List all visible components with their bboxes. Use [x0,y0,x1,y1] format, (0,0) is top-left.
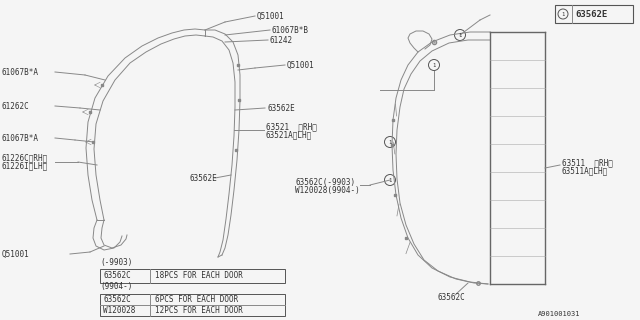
Text: 63562C: 63562C [103,271,131,281]
Text: 1: 1 [561,12,564,17]
Text: 61067B*A: 61067B*A [2,68,39,76]
Text: 61226I〈LH〉: 61226I〈LH〉 [2,162,48,171]
Text: 61226C〈RH〉: 61226C〈RH〉 [2,154,48,163]
Text: 18PCS FOR EACH DOOR: 18PCS FOR EACH DOOR [155,271,243,281]
Text: 61067B*A: 61067B*A [2,133,39,142]
Text: (-9903): (-9903) [100,258,132,267]
Text: 63511A〈LH〉: 63511A〈LH〉 [562,166,608,175]
Bar [100,294,285,316]
Text: 63521  〈RH〉: 63521 〈RH〉 [266,123,317,132]
Text: 1: 1 [433,62,436,68]
Text: 63562C(-9903): 63562C(-9903) [295,178,355,187]
Text: 12PCS FOR EACH DOOR: 12PCS FOR EACH DOOR [155,306,243,315]
Bar [555,5,633,23]
Text: 1: 1 [458,33,461,37]
Text: 61242: 61242 [270,36,293,44]
Bar [100,269,285,283]
Text: (9904-): (9904-) [100,283,132,292]
Text: 61067B*B: 61067B*B [272,26,309,35]
Text: Q51001: Q51001 [2,250,29,259]
Text: 6PCS FOR EACH DOOR: 6PCS FOR EACH DOOR [155,295,238,304]
Text: 63562E: 63562E [190,173,218,182]
Text: 63521A〈LH〉: 63521A〈LH〉 [266,131,312,140]
Text: Q51001: Q51001 [257,12,285,20]
Text: 63562E: 63562E [267,103,295,113]
Text: 63562E: 63562E [575,10,607,19]
Text: A901001031: A901001031 [538,311,580,317]
Text: 61262C: 61262C [2,101,29,110]
Text: 1: 1 [388,140,392,145]
Text: 63562C: 63562C [103,295,131,304]
Text: Q51001: Q51001 [287,60,315,69]
Text: W120028: W120028 [103,306,136,315]
Text: 63511  〈RH〉: 63511 〈RH〉 [562,158,613,167]
Text: 63562C: 63562C [438,293,466,302]
Text: 1: 1 [388,178,392,182]
Text: W120028(9904-): W120028(9904-) [295,186,360,195]
